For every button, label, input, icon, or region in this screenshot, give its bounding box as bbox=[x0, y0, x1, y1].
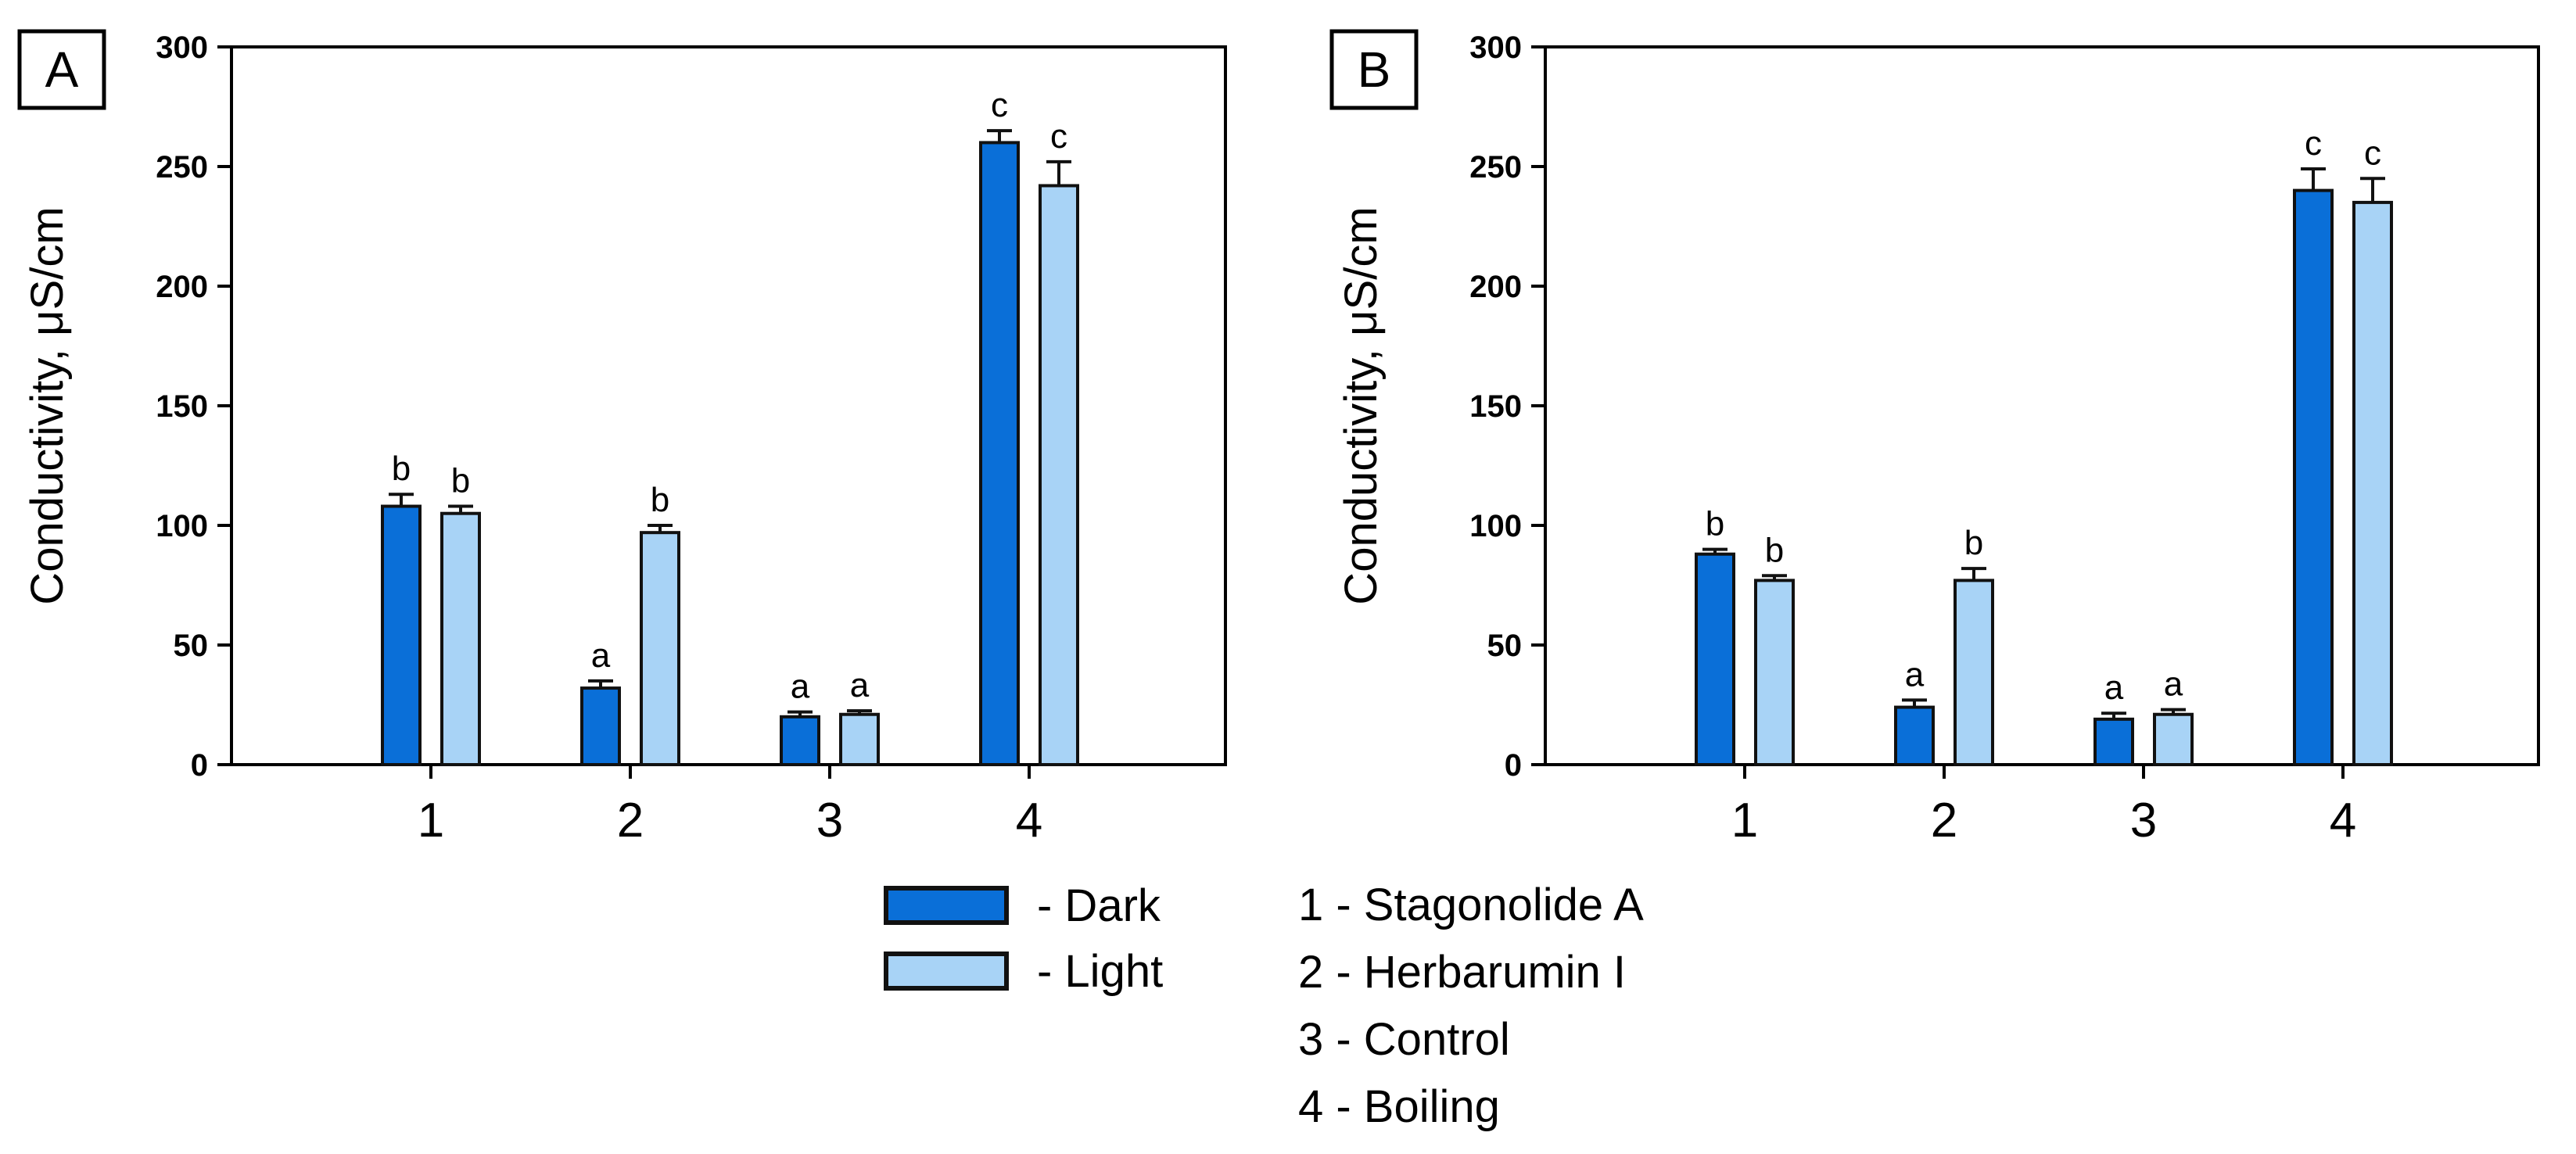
significance-label: a bbox=[2104, 668, 2124, 707]
x-tick-label: 1 bbox=[418, 794, 444, 848]
legend-label-dark: - Dark bbox=[1037, 880, 1161, 931]
bar-light bbox=[1954, 579, 1994, 766]
y-tick-label: 150 bbox=[1469, 389, 1522, 424]
y-tick-label: 250 bbox=[1469, 150, 1522, 185]
y-tick-label: 100 bbox=[156, 509, 208, 543]
panel-label-box bbox=[17, 29, 106, 110]
y-tick-label: 50 bbox=[174, 629, 209, 663]
bar-dark bbox=[381, 504, 422, 767]
significance-label: b bbox=[451, 462, 470, 500]
bar-dark bbox=[780, 715, 820, 766]
panel-label: A bbox=[45, 41, 79, 98]
key-item-2: 2 - Herbarumin I bbox=[1298, 947, 1627, 998]
significance-label: c bbox=[2364, 134, 2381, 172]
x-tick-label: 2 bbox=[1931, 794, 1957, 848]
significance-label: b bbox=[1706, 505, 1724, 543]
treatment-key: 1 - Stagonolide A 2 - Herbarumin I 3 - C… bbox=[1298, 872, 1644, 1141]
y-tick-label: 300 bbox=[156, 30, 208, 65]
panel-label-box bbox=[1329, 29, 1419, 110]
bar-light bbox=[839, 712, 880, 766]
key-item-3: 3 - Control bbox=[1298, 1014, 1510, 1065]
bar-light bbox=[1039, 184, 1079, 767]
y-tick-label: 300 bbox=[1469, 30, 1522, 65]
x-tick-label: 3 bbox=[816, 794, 843, 848]
significance-label: a bbox=[791, 668, 810, 706]
bar-dark bbox=[2093, 717, 2134, 766]
significance-label: c bbox=[991, 86, 1008, 124]
significance-label: c bbox=[1050, 117, 1067, 156]
x-tick-label: 4 bbox=[2330, 794, 2356, 848]
panel-a: A 0 50 100 150 200 250 300 Conductivity, μS/cm 1 b… bbox=[17, 29, 1227, 848]
significance-label: a bbox=[1905, 655, 1925, 693]
significance-label: c bbox=[2305, 124, 2322, 163]
legend-swatch-light bbox=[884, 952, 1009, 991]
y-tick-label: 250 bbox=[156, 150, 208, 185]
legend-item-dark: - Dark bbox=[884, 873, 1163, 938]
significance-label: b bbox=[651, 481, 669, 519]
x-tick-label: 4 bbox=[1016, 794, 1042, 848]
x-tick-label: 2 bbox=[617, 794, 644, 848]
y-tick-label: 200 bbox=[156, 270, 208, 304]
x-tick-label: 1 bbox=[1731, 794, 1758, 848]
key-item-1: 1 - Stagonolide A bbox=[1298, 880, 1644, 930]
significance-label: a bbox=[591, 636, 611, 675]
significance-label: b bbox=[392, 450, 411, 488]
y-tick-label: 100 bbox=[1469, 509, 1522, 543]
y-axis-label: Conductivity, μS/cm bbox=[1336, 206, 1387, 604]
panel-b: B 0 50 100 150 200 250 300 Conductivity, μS/cm 1 b… bbox=[1329, 29, 2540, 848]
bar-light bbox=[2153, 712, 2194, 766]
bar-light bbox=[2352, 200, 2393, 766]
y-tick-label: 0 bbox=[1505, 748, 1522, 783]
y-tick-label: 150 bbox=[156, 389, 208, 424]
series-legend: - Dark - Light bbox=[884, 873, 1163, 1004]
bar-dark bbox=[1695, 552, 1735, 766]
panel-label: B bbox=[1358, 41, 1391, 98]
significance-label: b bbox=[1765, 531, 1784, 569]
y-axis-label: Conductivity, μS/cm bbox=[22, 206, 73, 604]
y-tick-label: 50 bbox=[1487, 629, 1523, 663]
significance-label: a bbox=[2164, 665, 2183, 704]
x-tick-label: 3 bbox=[2130, 794, 2157, 848]
legend-label-light: - Light bbox=[1037, 945, 1164, 997]
y-tick-label: 200 bbox=[1469, 270, 1522, 304]
bar-light bbox=[1754, 579, 1795, 766]
bar-light bbox=[640, 531, 680, 766]
bar-dark bbox=[580, 686, 621, 767]
bar-dark bbox=[2293, 188, 2334, 767]
bar-light bbox=[440, 511, 481, 766]
legend-swatch-dark bbox=[884, 886, 1009, 925]
significance-label: b bbox=[1964, 524, 1983, 562]
bar-dark bbox=[979, 141, 1020, 766]
legend-item-light: - Light bbox=[884, 938, 1163, 1004]
key-item-4: 4 - Boiling bbox=[1298, 1081, 1500, 1132]
bar-dark bbox=[1894, 705, 1935, 766]
significance-label: a bbox=[850, 666, 870, 704]
y-tick-label: 0 bbox=[191, 748, 208, 783]
